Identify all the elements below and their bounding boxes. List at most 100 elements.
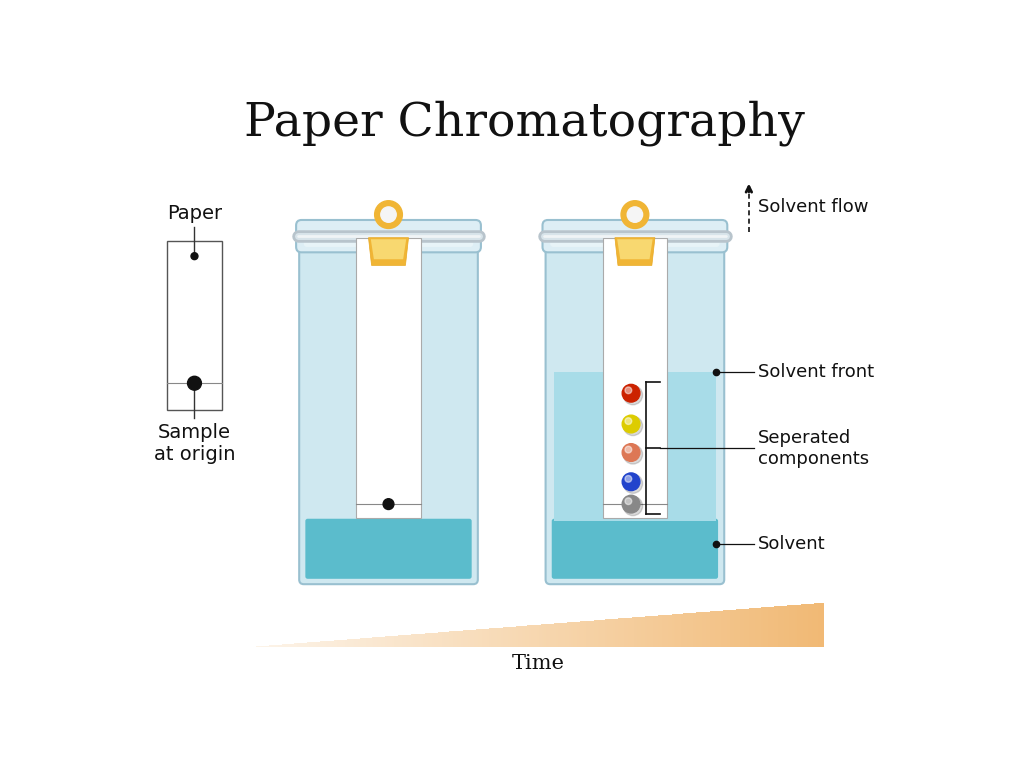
Circle shape	[628, 207, 643, 222]
Circle shape	[624, 496, 643, 515]
Bar	[716, 611, 717, 647]
Bar	[410, 634, 412, 647]
Bar	[312, 642, 314, 647]
Bar	[532, 625, 535, 647]
Bar	[529, 625, 531, 647]
Bar	[454, 631, 455, 647]
Bar	[341, 640, 343, 647]
Bar	[548, 624, 550, 647]
Bar	[450, 631, 452, 647]
Bar	[679, 614, 681, 647]
Bar	[400, 635, 401, 647]
Bar	[539, 624, 541, 647]
Bar	[474, 630, 476, 647]
Circle shape	[625, 498, 632, 505]
Bar	[406, 635, 408, 647]
Bar	[470, 630, 472, 647]
Bar	[508, 627, 510, 647]
Bar	[732, 610, 734, 647]
Bar	[459, 631, 461, 647]
Bar	[556, 624, 558, 647]
Bar	[390, 636, 392, 647]
Bar	[472, 630, 474, 647]
Text: Sample
at origin: Sample at origin	[154, 422, 236, 464]
Text: Solvent flow: Solvent flow	[758, 197, 868, 216]
Bar	[324, 641, 326, 647]
Bar	[276, 645, 279, 647]
Circle shape	[191, 253, 198, 260]
Text: Time: Time	[512, 654, 565, 673]
Bar	[743, 609, 745, 647]
Bar	[702, 612, 703, 647]
Polygon shape	[369, 237, 409, 266]
Bar	[337, 640, 339, 647]
Bar	[590, 621, 592, 647]
Bar	[730, 610, 732, 647]
Bar	[309, 642, 310, 647]
Text: Paper Chromatography: Paper Chromatography	[245, 100, 805, 146]
Bar	[790, 605, 792, 647]
Bar	[512, 627, 514, 647]
Bar	[401, 635, 403, 647]
Bar	[785, 606, 787, 647]
Bar	[618, 618, 621, 647]
Bar	[387, 637, 389, 647]
Bar	[763, 607, 765, 647]
Bar	[271, 645, 272, 647]
Bar	[601, 620, 603, 647]
Bar	[598, 620, 599, 647]
Circle shape	[623, 384, 640, 402]
Bar	[286, 644, 288, 647]
Bar	[607, 619, 609, 647]
Bar	[299, 643, 301, 647]
Bar	[326, 641, 328, 647]
Bar	[545, 624, 546, 647]
Bar	[497, 627, 499, 647]
Bar	[537, 624, 539, 647]
Bar	[767, 607, 768, 647]
Bar	[628, 617, 630, 647]
Bar	[812, 604, 814, 647]
Bar	[518, 626, 519, 647]
Bar	[167, 241, 222, 410]
FancyBboxPatch shape	[305, 518, 472, 579]
Bar	[330, 641, 332, 647]
Bar	[776, 606, 778, 647]
Circle shape	[624, 416, 643, 435]
Bar	[383, 637, 385, 647]
Bar	[503, 627, 505, 647]
Bar	[294, 644, 296, 647]
Text: Seperated
components: Seperated components	[758, 429, 869, 468]
Bar	[332, 641, 334, 647]
Bar	[485, 629, 487, 647]
Bar	[296, 644, 297, 647]
Bar	[467, 631, 468, 647]
FancyBboxPatch shape	[550, 230, 720, 247]
Bar	[415, 634, 417, 647]
Bar	[525, 626, 527, 647]
Bar	[527, 625, 529, 647]
Bar	[519, 626, 521, 647]
Bar	[374, 637, 376, 647]
Bar	[339, 640, 341, 647]
Bar	[283, 644, 284, 647]
Bar	[808, 604, 810, 647]
Bar	[417, 634, 419, 647]
Bar	[672, 614, 674, 647]
Bar	[398, 635, 400, 647]
Bar	[423, 634, 425, 647]
Bar	[274, 645, 276, 647]
Bar	[588, 621, 590, 647]
Bar	[656, 615, 658, 647]
Bar	[641, 617, 643, 647]
Bar	[603, 620, 605, 647]
Bar	[736, 609, 738, 647]
Bar	[681, 614, 683, 647]
Bar	[366, 638, 368, 647]
Bar	[501, 627, 503, 647]
Bar	[465, 631, 467, 647]
Bar	[441, 632, 443, 647]
Bar	[572, 622, 574, 647]
Bar	[778, 606, 780, 647]
Bar	[797, 604, 799, 647]
